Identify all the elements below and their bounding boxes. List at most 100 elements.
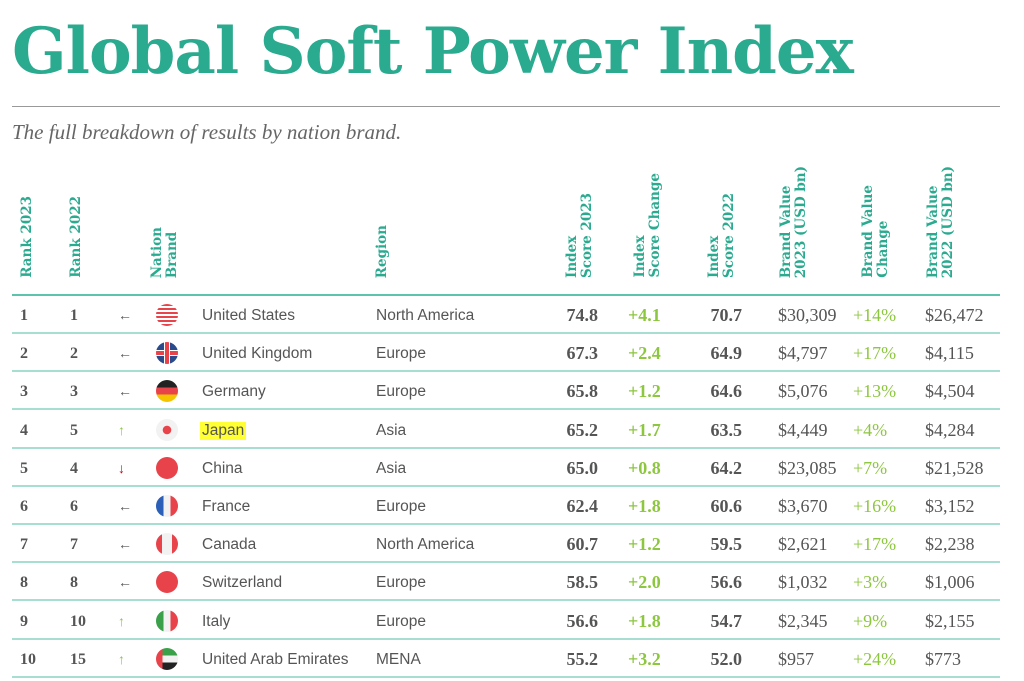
header-brand-value-2023: Brand Value 2023 (USD bn) bbox=[778, 165, 809, 278]
index-score-2023: 58.5 bbox=[566, 572, 599, 593]
brand-value-change: +4% bbox=[853, 419, 888, 440]
region: Europe bbox=[376, 345, 426, 363]
rank-2022: 3 bbox=[70, 383, 78, 401]
flag-cn-icon bbox=[156, 456, 178, 479]
table-row: 3 3 ← Germany Europe 65.8 +1.2 64.6 $5,0… bbox=[12, 372, 1000, 411]
brand-value-change: +7% bbox=[853, 457, 888, 478]
region: North America bbox=[376, 536, 475, 554]
subtitle: The full breakdown of results by nation … bbox=[12, 120, 402, 144]
header-rank-2023: Rank 2023 bbox=[19, 196, 35, 278]
table-row: 7 7 ← Canada North America 60.7 +1.2 59.… bbox=[12, 525, 1000, 564]
rank-2023: 5 bbox=[20, 459, 28, 477]
trend-up-icon: ↑ bbox=[118, 421, 125, 438]
index-score-2022: 56.6 bbox=[710, 572, 743, 593]
index-score-2023: 65.8 bbox=[566, 381, 599, 402]
nation-name: France bbox=[202, 498, 251, 515]
brand-value-2023: $1,032 bbox=[778, 572, 828, 593]
index-score-2022: 60.6 bbox=[710, 496, 743, 516]
trend-same-icon: ← bbox=[118, 536, 132, 553]
rank-2022: 8 bbox=[70, 574, 78, 592]
table-row: 9 10 ↑ Italy Europe 56.6 +1.8 54.7 $2,34… bbox=[12, 602, 1000, 640]
trend-same-icon: ← bbox=[118, 574, 132, 591]
rank-2023: 7 bbox=[20, 536, 28, 554]
page-title: Global Soft Power Index bbox=[12, 14, 854, 89]
brand-value-2023: $3,670 bbox=[778, 496, 828, 516]
rank-2023: 4 bbox=[20, 421, 28, 439]
brand-value-change: +14% bbox=[853, 305, 897, 325]
flag-ae-icon bbox=[156, 647, 178, 670]
brand-value-2022: $21,528 bbox=[925, 457, 984, 478]
index-score-change: +2.4 bbox=[628, 343, 661, 364]
brand-value-2022: $26,472 bbox=[925, 305, 984, 325]
nation-name: United Arab Emirates bbox=[202, 650, 349, 668]
brand-value-change: +17% bbox=[853, 343, 897, 364]
nation-name: China bbox=[202, 459, 243, 477]
nation-name: United Kingdom bbox=[202, 345, 313, 363]
rank-2022: 15 bbox=[70, 650, 86, 668]
table-row: 4 5 ↑ Japan Asia 65.2 +1.7 63.5 $4,449 +… bbox=[12, 411, 1000, 449]
rank-2023: 8 bbox=[20, 574, 28, 592]
index-score-2023: 65.0 bbox=[566, 457, 599, 478]
rank-2023: 9 bbox=[20, 612, 28, 630]
rank-2023: 3 bbox=[20, 383, 28, 401]
flag-ch-icon bbox=[156, 571, 178, 594]
brand-value-2022: $4,115 bbox=[925, 343, 974, 364]
index-score-change: +3.2 bbox=[628, 648, 661, 669]
index-score-2023: 56.6 bbox=[566, 610, 599, 631]
trend-same-icon: ← bbox=[118, 307, 132, 323]
index-score-2023: 65.2 bbox=[566, 419, 599, 440]
header-divider bbox=[12, 294, 1000, 296]
brand-value-change: +13% bbox=[853, 381, 897, 402]
brand-value-2022: $2,238 bbox=[925, 534, 975, 555]
index-score-2022: 64.9 bbox=[710, 343, 743, 364]
index-score-2023: 74.8 bbox=[566, 305, 599, 325]
rank-2023: 1 bbox=[20, 307, 28, 324]
trend-up-icon: ↑ bbox=[118, 650, 125, 667]
rank-2022: 2 bbox=[70, 345, 78, 363]
flag-uk-icon bbox=[156, 342, 178, 365]
nation-name: Canada bbox=[202, 536, 257, 554]
header-brand-value-change: Brand Value Change bbox=[860, 185, 891, 278]
index-score-2022: 64.6 bbox=[710, 381, 743, 402]
index-score-2022: 70.7 bbox=[710, 305, 743, 325]
rank-2022: 10 bbox=[70, 612, 86, 630]
index-score-change: +2.0 bbox=[628, 572, 661, 593]
trend-up-icon: ↑ bbox=[118, 612, 125, 629]
header-index-score-2022: Index Score 2022 bbox=[706, 193, 737, 278]
region: Europe bbox=[376, 498, 426, 515]
header-index-score-2023: Index Score 2023 bbox=[564, 193, 595, 278]
nation-name: Japan bbox=[200, 421, 247, 440]
brand-value-2022: $3,152 bbox=[925, 496, 975, 516]
flag-jp-icon bbox=[156, 418, 178, 441]
flag-us-icon bbox=[156, 304, 178, 326]
header-rank-2022: Rank 2022 bbox=[68, 196, 84, 278]
rank-2023: 10 bbox=[20, 650, 36, 668]
nation-name: Switzerland bbox=[202, 574, 283, 592]
index-score-2023: 60.7 bbox=[566, 534, 599, 555]
region: Europe bbox=[376, 612, 426, 630]
brand-value-change: +3% bbox=[853, 572, 888, 593]
brand-value-2022: $773 bbox=[925, 648, 961, 669]
index-score-2023: 55.2 bbox=[566, 648, 599, 669]
rank-2022: 6 bbox=[70, 498, 78, 515]
brand-value-change: +24% bbox=[853, 648, 897, 669]
region: MENA bbox=[376, 650, 421, 668]
brand-value-2023: $5,076 bbox=[778, 381, 828, 402]
brand-value-2023: $4,449 bbox=[778, 419, 828, 440]
rank-2022: 1 bbox=[70, 307, 78, 324]
index-score-change: +4.1 bbox=[628, 305, 661, 325]
brand-value-2023: $2,621 bbox=[778, 534, 828, 555]
header-region: Region bbox=[374, 224, 390, 278]
flag-de-icon bbox=[156, 380, 178, 403]
table-row: 2 2 ← United Kingdom Europe 67.3 +2.4 64… bbox=[12, 334, 1000, 373]
index-score-change: +1.8 bbox=[628, 496, 661, 516]
nation-name: Germany bbox=[202, 383, 266, 401]
index-score-2022: 59.5 bbox=[710, 534, 743, 555]
index-score-2022: 52.0 bbox=[710, 648, 743, 669]
index-score-2022: 64.2 bbox=[710, 457, 743, 478]
flag-fr-icon bbox=[156, 495, 178, 517]
trend-down-icon: ↓ bbox=[118, 459, 125, 476]
table-row: 8 8 ← Switzerland Europe 58.5 +2.0 56.6 … bbox=[12, 563, 1000, 602]
index-score-2022: 63.5 bbox=[710, 419, 743, 440]
trend-same-icon: ← bbox=[118, 498, 132, 514]
